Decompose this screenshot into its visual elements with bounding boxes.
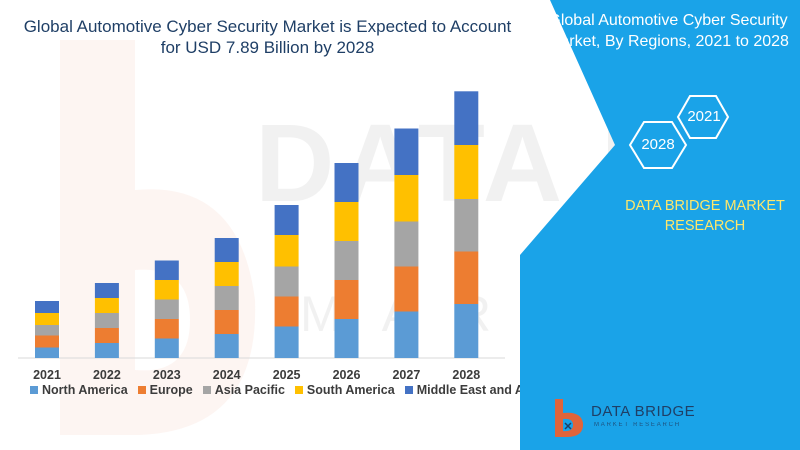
- x-tick-label: 2024: [213, 368, 241, 380]
- legend-swatch: [202, 386, 211, 394]
- legend-label: Europe: [149, 383, 193, 397]
- bar-segment-2025-3: [274, 235, 299, 267]
- bar-segment-2023-4: [154, 260, 179, 280]
- bar-segment-2028-0: [454, 304, 479, 358]
- legend-label: Middle East and Africa: [416, 383, 551, 397]
- bar-segment-2024-3: [214, 262, 239, 286]
- legend-swatch: [30, 386, 38, 394]
- data-bridge-logo-icon: [555, 399, 584, 437]
- bar-segment-2023-2: [154, 299, 179, 319]
- bar-segment-2022-4: [94, 283, 119, 298]
- x-tick-label: 2023: [153, 368, 181, 380]
- bar-segment-2021-1: [35, 335, 59, 348]
- bar-segment-2028-2: [454, 199, 479, 252]
- bar-group: [35, 91, 479, 358]
- bar-segment-2026-0: [334, 319, 359, 358]
- logo-tagline: MARKET RESEARCH: [594, 422, 681, 428]
- bar-segment-2022-0: [94, 343, 119, 358]
- bar-segment-2028-1: [454, 251, 479, 304]
- bar-segment-2028-3: [454, 145, 479, 199]
- legend-label: North America: [42, 383, 128, 397]
- x-tick-label: 2021: [33, 368, 61, 380]
- bar-segment-2022-1: [94, 328, 119, 343]
- bar-segment-2026-3: [334, 202, 359, 241]
- bar-segment-2027-4: [394, 128, 419, 175]
- side-panel-title: Global Automotive Cyber Security Market,…: [547, 12, 789, 50]
- bar-segment-2024-2: [214, 286, 239, 310]
- bar-segment-2028-4: [454, 91, 479, 145]
- bar-segment-2022-2: [94, 313, 119, 328]
- bar-segment-2024-0: [214, 334, 239, 358]
- legend-label: South America: [306, 383, 395, 397]
- hex-year-end: 2021: [687, 108, 721, 125]
- logo-name: DATA BRIDGE: [591, 403, 696, 420]
- bar-segment-2027-3: [394, 175, 419, 222]
- bar-segment-2027-2: [394, 221, 419, 267]
- bar-segment-2025-4: [274, 205, 299, 235]
- x-tick-label: 2026: [333, 368, 361, 380]
- x-tick-label: 2025: [273, 368, 301, 380]
- x-tick-label: 2027: [392, 368, 420, 380]
- legend-swatch: [294, 386, 303, 394]
- stacked-bar-chart: 2021 2022 2023 2024 2025 2026 2027 2028: [18, 91, 505, 380]
- legend-label: Asia Pacific: [214, 383, 285, 397]
- legend-item: South America: [294, 383, 395, 397]
- x-tick-label: 2028: [452, 368, 480, 380]
- bar-segment-2022-3: [94, 298, 119, 313]
- hex-year-start: 2028: [641, 136, 675, 153]
- bar-segment-2027-0: [394, 311, 419, 358]
- bar-segment-2021-3: [35, 313, 59, 325]
- legend-item: Middle East and Africa: [404, 383, 551, 397]
- bar-segment-2021-4: [35, 301, 59, 313]
- bar-segment-2023-1: [154, 319, 179, 339]
- bar-segment-2025-2: [274, 266, 299, 297]
- bar-segment-2023-3: [154, 280, 179, 300]
- chart-legend: North America Europe Asia Pacific South Ame…: [30, 383, 550, 397]
- bar-segment-2021-2: [35, 325, 59, 336]
- legend-swatch: [137, 386, 146, 394]
- brand-name: DATA BRIDGE MARKET RESEARCH: [625, 198, 785, 234]
- legend-item: Europe: [137, 383, 193, 397]
- chart-title: Global Automotive Cyber Security Market …: [23, 17, 512, 57]
- bar-segment-2024-1: [214, 310, 239, 334]
- bar-segment-2026-4: [334, 163, 359, 202]
- bar-segment-2021-0: [35, 347, 59, 358]
- bar-segment-2024-4: [214, 238, 239, 262]
- year-hexagons: [628, 95, 730, 169]
- hexagon-end: [676, 95, 730, 139]
- x-tick-label: 2022: [93, 368, 121, 380]
- hexagon-start: [628, 121, 688, 169]
- bar-segment-2026-1: [334, 280, 359, 319]
- bar-segment-2025-0: [274, 326, 299, 358]
- bar-segment-2023-0: [154, 338, 179, 358]
- bar-segment-2025-1: [274, 296, 299, 327]
- legend-item: North America: [30, 383, 128, 397]
- bar-segment-2027-1: [394, 266, 419, 312]
- x-tick-labels: 2021 2022 2023 2024 2025 2026 2027 2028: [33, 368, 480, 380]
- legend-item: Asia Pacific: [202, 383, 285, 397]
- legend-swatch: [404, 386, 413, 394]
- bar-segment-2026-2: [334, 241, 359, 280]
